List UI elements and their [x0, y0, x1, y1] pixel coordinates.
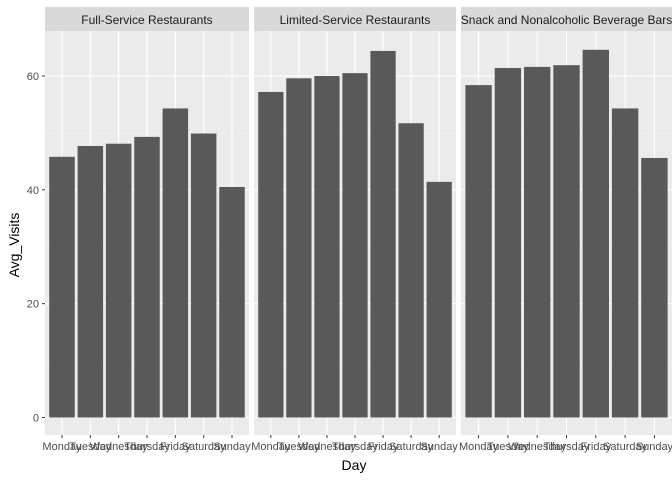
bar-monday: Limited-Service Restaurants – Monday: 57…	[258, 91, 284, 418]
x-tick-label: Sunday	[636, 441, 672, 453]
x-tick-label: Saturday	[603, 441, 648, 453]
bar-friday: Full-Service Restaurants – Friday: 54.3	[162, 108, 189, 418]
x-tick-label: Thursday	[124, 441, 170, 453]
facet-strip-label: Full-Service Restaurants	[81, 13, 212, 27]
bar-sunday: Full-Service Restaurants – Sunday: 40.5	[219, 186, 245, 418]
bar-monday: Snack and Nonalcoholic Beverage Bars – M…	[465, 85, 492, 418]
x-tick-label: Monday	[251, 441, 291, 453]
x-tick-label: Thursday	[544, 441, 590, 453]
x-tick-label: Wednesday	[298, 441, 356, 453]
y-tick-label: 40	[27, 185, 39, 197]
x-tick-label: Tuesday	[69, 441, 111, 453]
x-axis-title: Day	[342, 457, 367, 473]
bar-tuesday: Limited-Service Restaurants – Tuesday: 5…	[286, 78, 312, 418]
bar-monday: Full-Service Restaurants – Monday: 45.8	[49, 156, 75, 418]
x-tick-label: Tuesday	[278, 441, 320, 453]
facet-panel-2: Limited-Service Restaurants Limited-Servi…	[251, 7, 458, 453]
x-tick-label: Wednesday	[90, 441, 148, 453]
x-tick-label: Friday	[160, 441, 191, 453]
y-axis: 0 20 40 60	[27, 71, 45, 425]
bar-saturday: Snack and Nonalcoholic Beverage Bars – S…	[611, 108, 639, 418]
facet-strip	[45, 7, 249, 31]
facet-panel-1: Full-Service Restaurants Full-Service Res…	[42, 7, 251, 453]
bar-thursday: Full-Service Restaurants – Thursday: 49.…	[134, 136, 160, 418]
y-tick-label: 0	[33, 413, 39, 425]
bar-thursday: Snack and Nonalcoholic Beverage Bars – T…	[553, 65, 580, 418]
bar-sunday: Snack and Nonalcoholic Beverage Bars – S…	[641, 157, 668, 418]
x-tick-label: Monday	[42, 441, 82, 453]
bar-saturday: Full-Service Restaurants – Saturday: 49.…	[190, 133, 217, 418]
x-tick-label: Saturday	[182, 441, 227, 453]
bar-tuesday: Full-Service Restaurants – Tuesday: 47.7	[77, 146, 104, 418]
y-tick-label: 60	[27, 71, 39, 83]
y-tick-label: 20	[27, 299, 39, 311]
bar-saturday: Limited-Service Restaurants – Saturday: …	[398, 123, 424, 418]
x-tick-label: Tuesday	[487, 441, 529, 453]
x-tick-label: Sunday	[421, 441, 459, 453]
bar-wednesday: Snack and Nonalcoholic Beverage Bars – W…	[524, 66, 551, 418]
facet-strip-label: Limited-Service Restaurants	[280, 13, 431, 27]
x-tick-label: Sunday	[213, 441, 251, 453]
bar-wednesday: Limited-Service Restaurants – Wednesday:…	[314, 76, 340, 418]
bar-thursday: Limited-Service Restaurants – Thursday: …	[342, 73, 368, 418]
bar-friday: Limited-Service Restaurants – Friday: 64…	[370, 50, 396, 418]
bar-friday: Snack and Nonalcoholic Beverage Bars – F…	[582, 49, 609, 418]
x-tick-label: Wednesday	[508, 441, 566, 453]
bar-tuesday: Snack and Nonalcoholic Beverage Bars – T…	[494, 68, 522, 418]
bar-sunday: Limited-Service Restaurants – Sunday: 41…	[426, 181, 452, 418]
x-tick-label: Saturday	[389, 441, 434, 453]
facet-strip-label: Snack and Nonalcoholic Beverage Bars	[461, 13, 672, 27]
bar-wednesday: Full-Service Restaurants – Wednesday: 48…	[105, 143, 132, 418]
facet-strip	[254, 7, 456, 31]
facet-panels: Full-Service Restaurants Full-Service Res…	[42, 7, 672, 453]
facet-panel-3: Snack and Nonalcoholic Beverage Bars Snac…	[459, 7, 672, 453]
facet-strip	[461, 7, 672, 31]
x-tick-label: Friday	[581, 441, 612, 453]
x-tick-label: Monday	[459, 441, 499, 453]
x-tick-label: Thursday	[332, 441, 378, 453]
x-tick-label: Friday	[368, 441, 399, 453]
y-axis-title: Avg_Visits	[6, 213, 22, 278]
